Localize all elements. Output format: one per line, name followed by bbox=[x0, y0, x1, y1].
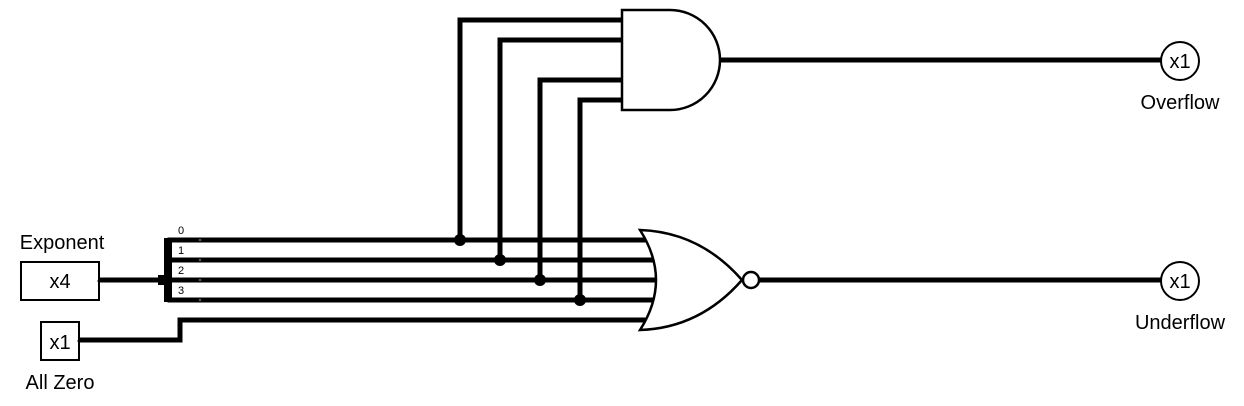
underflow-pin-text: x1 bbox=[1169, 271, 1190, 293]
wire-tap-bit-1-to-and bbox=[497, 37, 625, 263]
all-zero-input-box[interactable] bbox=[40, 321, 80, 361]
junction-bit-0 bbox=[454, 234, 466, 246]
exponent-pin-text: x4 bbox=[49, 271, 70, 293]
all-zero-pin-port bbox=[77, 339, 81, 343]
overflow-output-circle[interactable] bbox=[1160, 41, 1200, 81]
splitter-tick-marks bbox=[198, 238, 202, 302]
splitter-bit-label: 0 bbox=[178, 225, 184, 237]
underflow-output-pin[interactable]: x1 bbox=[1160, 261, 1200, 301]
splitter-bar bbox=[164, 238, 172, 302]
overflow-label: Overflow bbox=[1141, 92, 1220, 114]
wire-tap-bit-2-to-and bbox=[537, 77, 625, 283]
and-gate-body bbox=[620, 8, 722, 112]
underflow-label: Underflow bbox=[1135, 312, 1226, 334]
nor-gate[interactable] bbox=[637, 228, 761, 332]
splitter-bit-label: 3 bbox=[178, 285, 184, 297]
all-zero-input-pin[interactable]: x1 bbox=[40, 321, 81, 361]
junction-bit-2 bbox=[534, 274, 546, 286]
overflow-output-pin[interactable]: x1 bbox=[1160, 41, 1200, 81]
exponent-label: Exponent bbox=[20, 232, 105, 254]
wire-tap-bit-0-to-and bbox=[457, 17, 625, 243]
splitter-bit-label: 2 bbox=[178, 265, 184, 277]
junction-bit-3 bbox=[574, 294, 586, 306]
wire-tap-bit-3-to-and bbox=[577, 97, 625, 303]
all-zero-label: All Zero bbox=[26, 372, 95, 394]
wire-allzero-to-nor bbox=[77, 317, 653, 343]
exponent-pin-port bbox=[97, 279, 101, 283]
all-zero-pin-text: x1 bbox=[49, 332, 70, 354]
junction-bit-1 bbox=[494, 254, 506, 266]
nor-gate-inversion-bubble bbox=[741, 270, 761, 290]
nor-gate-body bbox=[637, 228, 744, 332]
junctions bbox=[454, 234, 586, 306]
splitter-stub bbox=[158, 275, 170, 285]
and-gate[interactable] bbox=[620, 8, 722, 112]
splitter-bit-label: 1 bbox=[178, 245, 184, 257]
wires bbox=[77, 17, 1163, 343]
exponent-input-pin[interactable]: x4 bbox=[20, 261, 101, 301]
overflow-pin-text: x1 bbox=[1169, 51, 1190, 73]
splitter[interactable]: 0 1 2 3 bbox=[158, 225, 202, 302]
underflow-output-circle[interactable] bbox=[1160, 261, 1200, 301]
